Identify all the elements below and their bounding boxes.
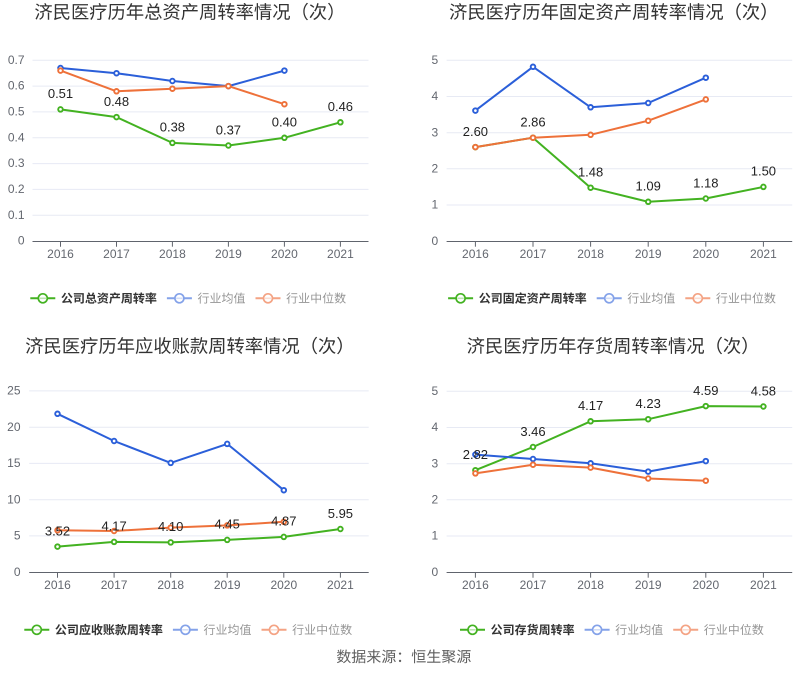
svg-text:1: 1 <box>432 198 439 212</box>
svg-text:3: 3 <box>432 125 439 139</box>
svg-text:0.3: 0.3 <box>8 156 25 170</box>
svg-text:0.46: 0.46 <box>328 99 353 114</box>
svg-text:2: 2 <box>432 492 439 506</box>
svg-text:4.59: 4.59 <box>693 383 718 398</box>
svg-text:0: 0 <box>432 234 439 248</box>
svg-text:3: 3 <box>432 456 439 470</box>
svg-text:0.4: 0.4 <box>8 130 25 144</box>
svg-text:0: 0 <box>14 565 21 579</box>
svg-text:0.6: 0.6 <box>8 79 25 93</box>
svg-text:2.86: 2.86 <box>520 115 545 130</box>
svg-text:1: 1 <box>432 529 439 543</box>
svg-text:2018: 2018 <box>577 578 604 592</box>
svg-text:0.2: 0.2 <box>8 182 25 196</box>
svg-text:2018: 2018 <box>157 578 184 592</box>
svg-text:5.95: 5.95 <box>328 506 353 521</box>
svg-text:4.17: 4.17 <box>578 398 603 413</box>
svg-text:0.51: 0.51 <box>48 86 73 101</box>
svg-text:15: 15 <box>7 456 21 470</box>
svg-text:2.82: 2.82 <box>463 447 488 462</box>
svg-text:2020: 2020 <box>271 247 298 261</box>
svg-text:4.17: 4.17 <box>101 519 126 534</box>
svg-text:2017: 2017 <box>103 247 130 261</box>
svg-text:5: 5 <box>14 529 21 543</box>
svg-text:0.48: 0.48 <box>104 94 129 109</box>
svg-text:2021: 2021 <box>327 578 354 592</box>
svg-text:0: 0 <box>18 234 25 248</box>
svg-text:2019: 2019 <box>635 247 662 261</box>
svg-text:4: 4 <box>432 89 439 103</box>
svg-text:2020: 2020 <box>692 578 719 592</box>
svg-text:1.18: 1.18 <box>693 175 718 190</box>
svg-text:2016: 2016 <box>47 247 74 261</box>
svg-text:5: 5 <box>432 53 439 67</box>
svg-text:4.10: 4.10 <box>158 519 183 534</box>
svg-text:2018: 2018 <box>577 247 604 261</box>
svg-text:5: 5 <box>432 384 439 398</box>
svg-text:2017: 2017 <box>520 578 547 592</box>
svg-text:2018: 2018 <box>159 247 186 261</box>
svg-text:2016: 2016 <box>462 578 489 592</box>
svg-text:2016: 2016 <box>44 578 71 592</box>
svg-text:4.58: 4.58 <box>751 383 776 398</box>
svg-text:2020: 2020 <box>270 578 297 592</box>
svg-text:1.50: 1.50 <box>751 164 776 179</box>
svg-text:2019: 2019 <box>214 578 241 592</box>
svg-text:3.46: 3.46 <box>520 424 545 439</box>
svg-text:10: 10 <box>7 492 21 506</box>
svg-text:0.1: 0.1 <box>8 208 25 222</box>
svg-text:2.60: 2.60 <box>463 124 488 139</box>
svg-text:20: 20 <box>7 420 21 434</box>
svg-text:0: 0 <box>432 565 439 579</box>
svg-text:0.38: 0.38 <box>160 120 185 135</box>
svg-text:4.45: 4.45 <box>215 517 240 532</box>
svg-text:2017: 2017 <box>101 578 128 592</box>
svg-text:2019: 2019 <box>635 578 662 592</box>
svg-text:0.7: 0.7 <box>8 53 25 67</box>
svg-text:2020: 2020 <box>692 247 719 261</box>
svg-text:2021: 2021 <box>750 578 777 592</box>
svg-text:2021: 2021 <box>327 247 354 261</box>
svg-text:4: 4 <box>432 420 439 434</box>
svg-text:4.87: 4.87 <box>271 514 296 529</box>
svg-text:0.40: 0.40 <box>272 115 297 130</box>
svg-text:2: 2 <box>432 161 439 175</box>
svg-text:1.48: 1.48 <box>578 165 603 180</box>
svg-text:2021: 2021 <box>750 247 777 261</box>
svg-text:0.37: 0.37 <box>216 122 241 137</box>
svg-text:1.09: 1.09 <box>636 179 661 194</box>
svg-text:2019: 2019 <box>215 247 242 261</box>
svg-text:3.52: 3.52 <box>45 523 70 538</box>
svg-text:25: 25 <box>7 384 21 398</box>
svg-text:0.5: 0.5 <box>8 105 25 119</box>
svg-text:2016: 2016 <box>462 247 489 261</box>
svg-text:2017: 2017 <box>520 247 547 261</box>
svg-text:4.23: 4.23 <box>636 396 661 411</box>
